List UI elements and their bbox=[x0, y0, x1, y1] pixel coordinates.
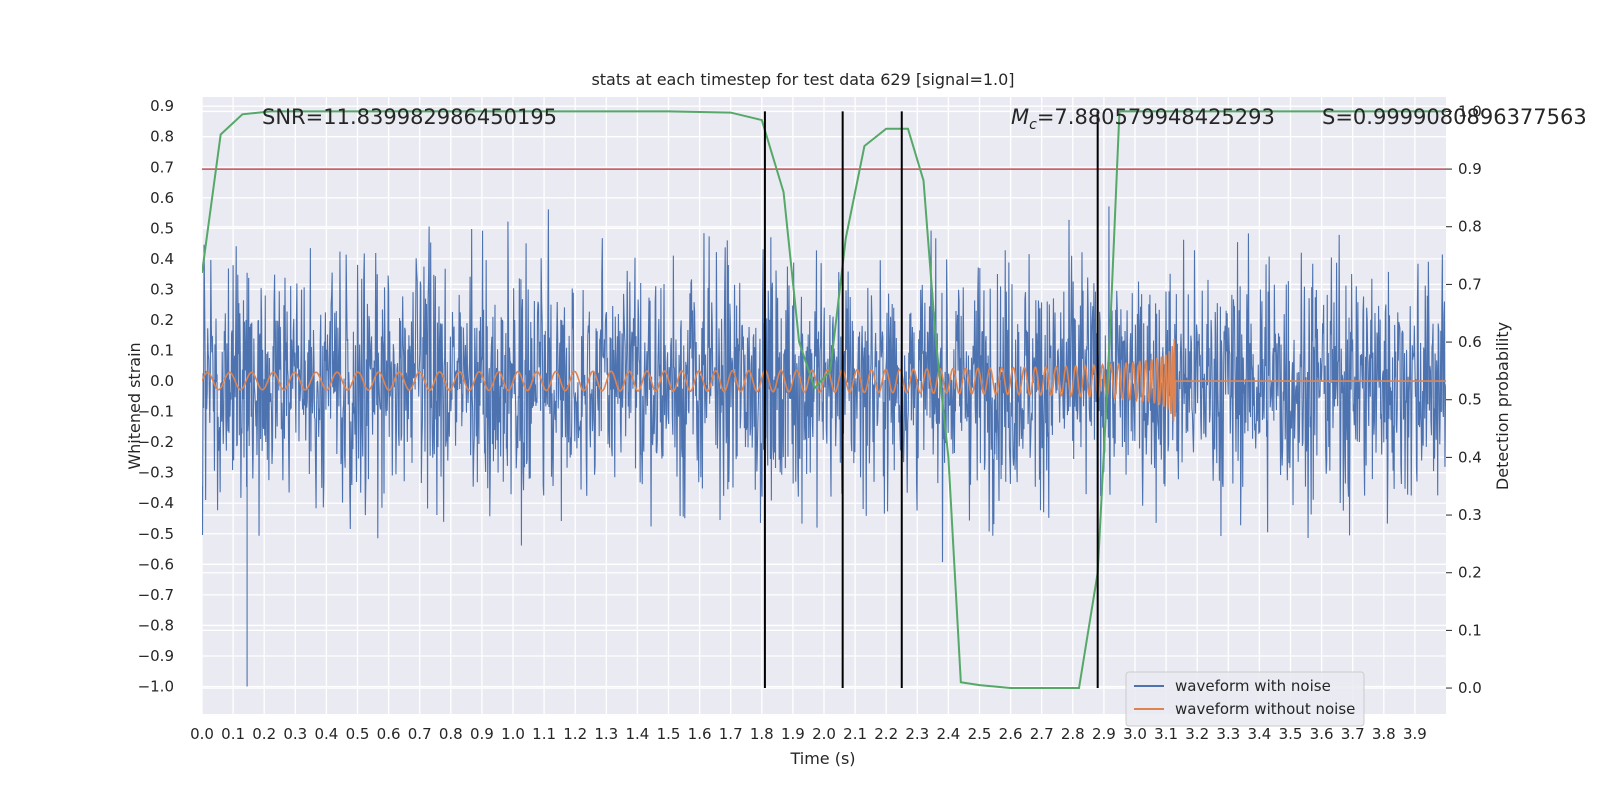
x-tick-label: 1.6 bbox=[688, 725, 712, 743]
mc-subscript: c bbox=[1029, 117, 1037, 133]
mc-annotation: Mc=7.880579948425293 bbox=[1011, 105, 1275, 133]
x-tick-label: 3.6 bbox=[1310, 725, 1334, 743]
y-right-tick-label: 0.4 bbox=[1458, 448, 1482, 466]
mc-symbol: M bbox=[1011, 105, 1029, 129]
y-left-tick-label: 0.2 bbox=[150, 311, 174, 329]
y-right-tick-label: 0.2 bbox=[1458, 564, 1482, 582]
x-tick-label: 0.1 bbox=[221, 725, 245, 743]
x-tick-label: 2.8 bbox=[1061, 725, 1085, 743]
y-right-tick-label: 0.9 bbox=[1458, 160, 1482, 178]
x-tick-label: 0.7 bbox=[408, 725, 432, 743]
x-tick-label: 1.5 bbox=[657, 725, 681, 743]
x-tick-label: 3.0 bbox=[1123, 725, 1147, 743]
series-waveform-with-noise bbox=[202, 206, 1446, 687]
y-left-tick-label: −0.8 bbox=[138, 616, 174, 634]
x-tick-label: 0.9 bbox=[470, 725, 494, 743]
y-left-tick-label: 0.7 bbox=[150, 158, 174, 176]
x-tick-label: 0.0 bbox=[190, 725, 214, 743]
x-tick-label: 0.2 bbox=[252, 725, 276, 743]
x-tick-label: 2.0 bbox=[812, 725, 836, 743]
y-left-tick-label: 0.8 bbox=[150, 128, 174, 146]
x-tick-label: 2.7 bbox=[1030, 725, 1054, 743]
y-axis-left-label: Whitened strain bbox=[125, 342, 144, 469]
snr-annotation: SNR=11.839982986450195 bbox=[262, 105, 557, 129]
x-tick-label: 0.3 bbox=[283, 725, 307, 743]
y-right-tick-label: 1.0 bbox=[1458, 102, 1482, 120]
y-left-tick-label: −0.2 bbox=[138, 433, 174, 451]
y-axis-right-label: Detection probability bbox=[1493, 322, 1512, 490]
x-axis-ticks: 0.0 0.1 0.2 0.3 0.4 0.5 0.6 0.7 0.8 0.9 1.0 1.1 1.2 1… bbox=[190, 725, 1427, 743]
x-tick-label: 3.5 bbox=[1279, 725, 1303, 743]
y-left-tick-label: 0.9 bbox=[150, 97, 174, 115]
y-left-tick-label: 0.4 bbox=[150, 250, 174, 268]
x-tick-label: 3.7 bbox=[1341, 725, 1365, 743]
y-left-tick-label: −0.7 bbox=[138, 586, 174, 604]
y-left-tick-label: −0.1 bbox=[138, 403, 174, 421]
y-right-tick-label: 0.3 bbox=[1458, 506, 1482, 524]
y-left-tick-label: −0.4 bbox=[138, 494, 174, 512]
x-tick-label: 0.8 bbox=[439, 725, 463, 743]
y-right-tick-label: 0.0 bbox=[1458, 679, 1482, 697]
x-tick-label: 3.2 bbox=[1185, 725, 1209, 743]
x-axis-label: Time (s) bbox=[789, 749, 855, 768]
s-annotation: S=0.9999080896377563 bbox=[1322, 105, 1587, 129]
y-left-tick-label: −0.3 bbox=[138, 464, 174, 482]
y-right-tick-label: 0.8 bbox=[1458, 218, 1482, 236]
x-tick-label: 3.1 bbox=[1154, 725, 1178, 743]
legend-label-noise: waveform with noise bbox=[1175, 677, 1331, 695]
legend: waveform with noise waveform without noi… bbox=[1125, 671, 1365, 727]
x-tick-label: 2.2 bbox=[874, 725, 898, 743]
x-tick-label: 1.8 bbox=[750, 725, 774, 743]
x-tick-label: 2.1 bbox=[843, 725, 867, 743]
x-tick-label: 3.8 bbox=[1372, 725, 1396, 743]
y-left-tick-label: −0.9 bbox=[138, 647, 174, 665]
x-tick-label: 2.9 bbox=[1092, 725, 1116, 743]
y-axis-right-ticks: 1.0 0.9 0.8 0.7 0.6 0.5 0.4 0.3 0.2 0.1 0.0 bbox=[1446, 102, 1482, 697]
y-left-tick-label: 0.6 bbox=[150, 189, 174, 207]
x-tick-label: 1.4 bbox=[625, 725, 649, 743]
y-left-tick-label: 0.3 bbox=[150, 280, 174, 298]
y-left-tick-label: 0.5 bbox=[150, 219, 174, 237]
x-tick-label: 1.0 bbox=[501, 725, 525, 743]
x-tick-label: 3.9 bbox=[1403, 725, 1427, 743]
x-tick-label: 0.5 bbox=[346, 725, 370, 743]
legend-label-clean: waveform without noise bbox=[1175, 700, 1355, 718]
vertical-markers bbox=[763, 111, 1099, 689]
chart-title: stats at each timestep for test data 629… bbox=[591, 70, 1014, 89]
x-tick-label: 2.6 bbox=[999, 725, 1023, 743]
x-tick-label: 2.3 bbox=[905, 725, 929, 743]
noise-trace bbox=[202, 206, 1446, 687]
x-tick-label: 1.9 bbox=[781, 725, 805, 743]
x-tick-label: 0.6 bbox=[377, 725, 401, 743]
x-tick-label: 1.2 bbox=[563, 725, 587, 743]
x-tick-label: 2.4 bbox=[936, 725, 960, 743]
y-left-tick-label: −0.5 bbox=[138, 525, 174, 543]
y-axis-left-ticks: 0.9 0.8 0.7 0.6 0.5 0.4 0.3 0.2 0.1 0.0 −0.1 −0.2 −0… bbox=[138, 97, 174, 695]
x-tick-label: 3.3 bbox=[1216, 725, 1240, 743]
y-left-tick-label: −1.0 bbox=[138, 678, 174, 696]
x-tick-label: 1.3 bbox=[594, 725, 618, 743]
y-right-tick-label: 0.1 bbox=[1458, 621, 1482, 639]
x-tick-label: 1.1 bbox=[532, 725, 556, 743]
y-left-tick-label: −0.6 bbox=[138, 555, 174, 573]
y-left-tick-label: 0.0 bbox=[150, 372, 174, 390]
x-tick-label: 1.7 bbox=[719, 725, 743, 743]
y-right-tick-label: 0.7 bbox=[1458, 275, 1482, 293]
mc-value: =7.880579948425293 bbox=[1037, 105, 1275, 129]
legend-frame bbox=[1125, 671, 1365, 727]
x-tick-label: 0.4 bbox=[314, 725, 338, 743]
x-tick-label: 3.4 bbox=[1247, 725, 1271, 743]
y-left-tick-label: 0.1 bbox=[150, 342, 174, 360]
x-tick-label: 2.5 bbox=[968, 725, 992, 743]
y-right-tick-label: 0.6 bbox=[1458, 333, 1482, 351]
y-right-tick-label: 0.5 bbox=[1458, 391, 1482, 409]
